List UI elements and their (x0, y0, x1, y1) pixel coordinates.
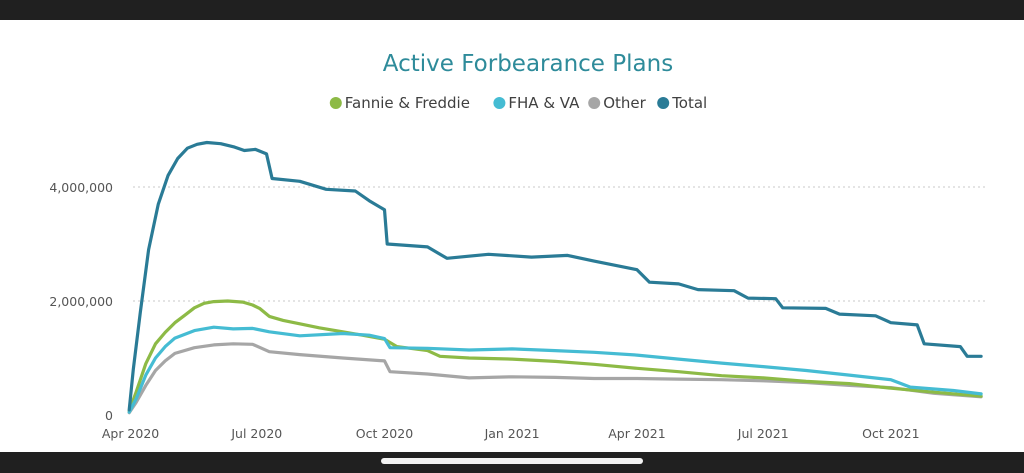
grid-lines (133, 186, 988, 302)
x-tick-label: Jan 2021 (484, 426, 540, 441)
legend-label: Total (671, 94, 707, 112)
x-tick-label: Jul 2021 (737, 426, 789, 441)
chart-canvas: Active Forbearance Plans Fannie & Freddi… (49, 51, 988, 441)
x-tick-label: Jul 2020 (230, 426, 282, 441)
legend-label: Other (603, 94, 646, 112)
legend-marker (329, 97, 342, 109)
x-tick-label: Apr 2021 (608, 426, 665, 441)
chart-legend: Fannie & Freddie FHA & VA Other Total (329, 94, 707, 112)
legend-label: Fannie & Freddie (345, 94, 470, 112)
legend-marker (493, 97, 506, 109)
legend-marker (657, 97, 670, 109)
chart-card: Active Forbearance Plans Fannie & Freddi… (0, 20, 1024, 452)
series-line-total (127, 140, 983, 412)
legend-marker (588, 97, 601, 109)
x-tick-label: Oct 2021 (862, 426, 919, 441)
y-tick-label: 4,000,000 (49, 180, 113, 195)
x-tick-label: Oct 2020 (356, 426, 413, 441)
y-tick-label: 0 (105, 408, 113, 423)
series-lines (127, 140, 983, 415)
series-line-fha-va (127, 325, 983, 414)
series-line-fannie-freddie (127, 299, 983, 413)
chart-title: Active Forbearance Plans (383, 51, 673, 77)
series-line-other (127, 342, 983, 415)
x-tick-label: Apr 2020 (102, 426, 159, 441)
x-axis-ticks: Apr 2020 Jul 2020 Oct 2020 Jan 2021 Apr 2021… (102, 426, 920, 441)
legend-label: FHA & VA (508, 94, 580, 112)
y-tick-label: 2,000,000 (49, 294, 113, 309)
y-axis-ticks: 0 2,000,000 4,000,000 (49, 180, 113, 423)
top-black-bar (0, 0, 1024, 20)
home-indicator[interactable] (381, 458, 643, 464)
